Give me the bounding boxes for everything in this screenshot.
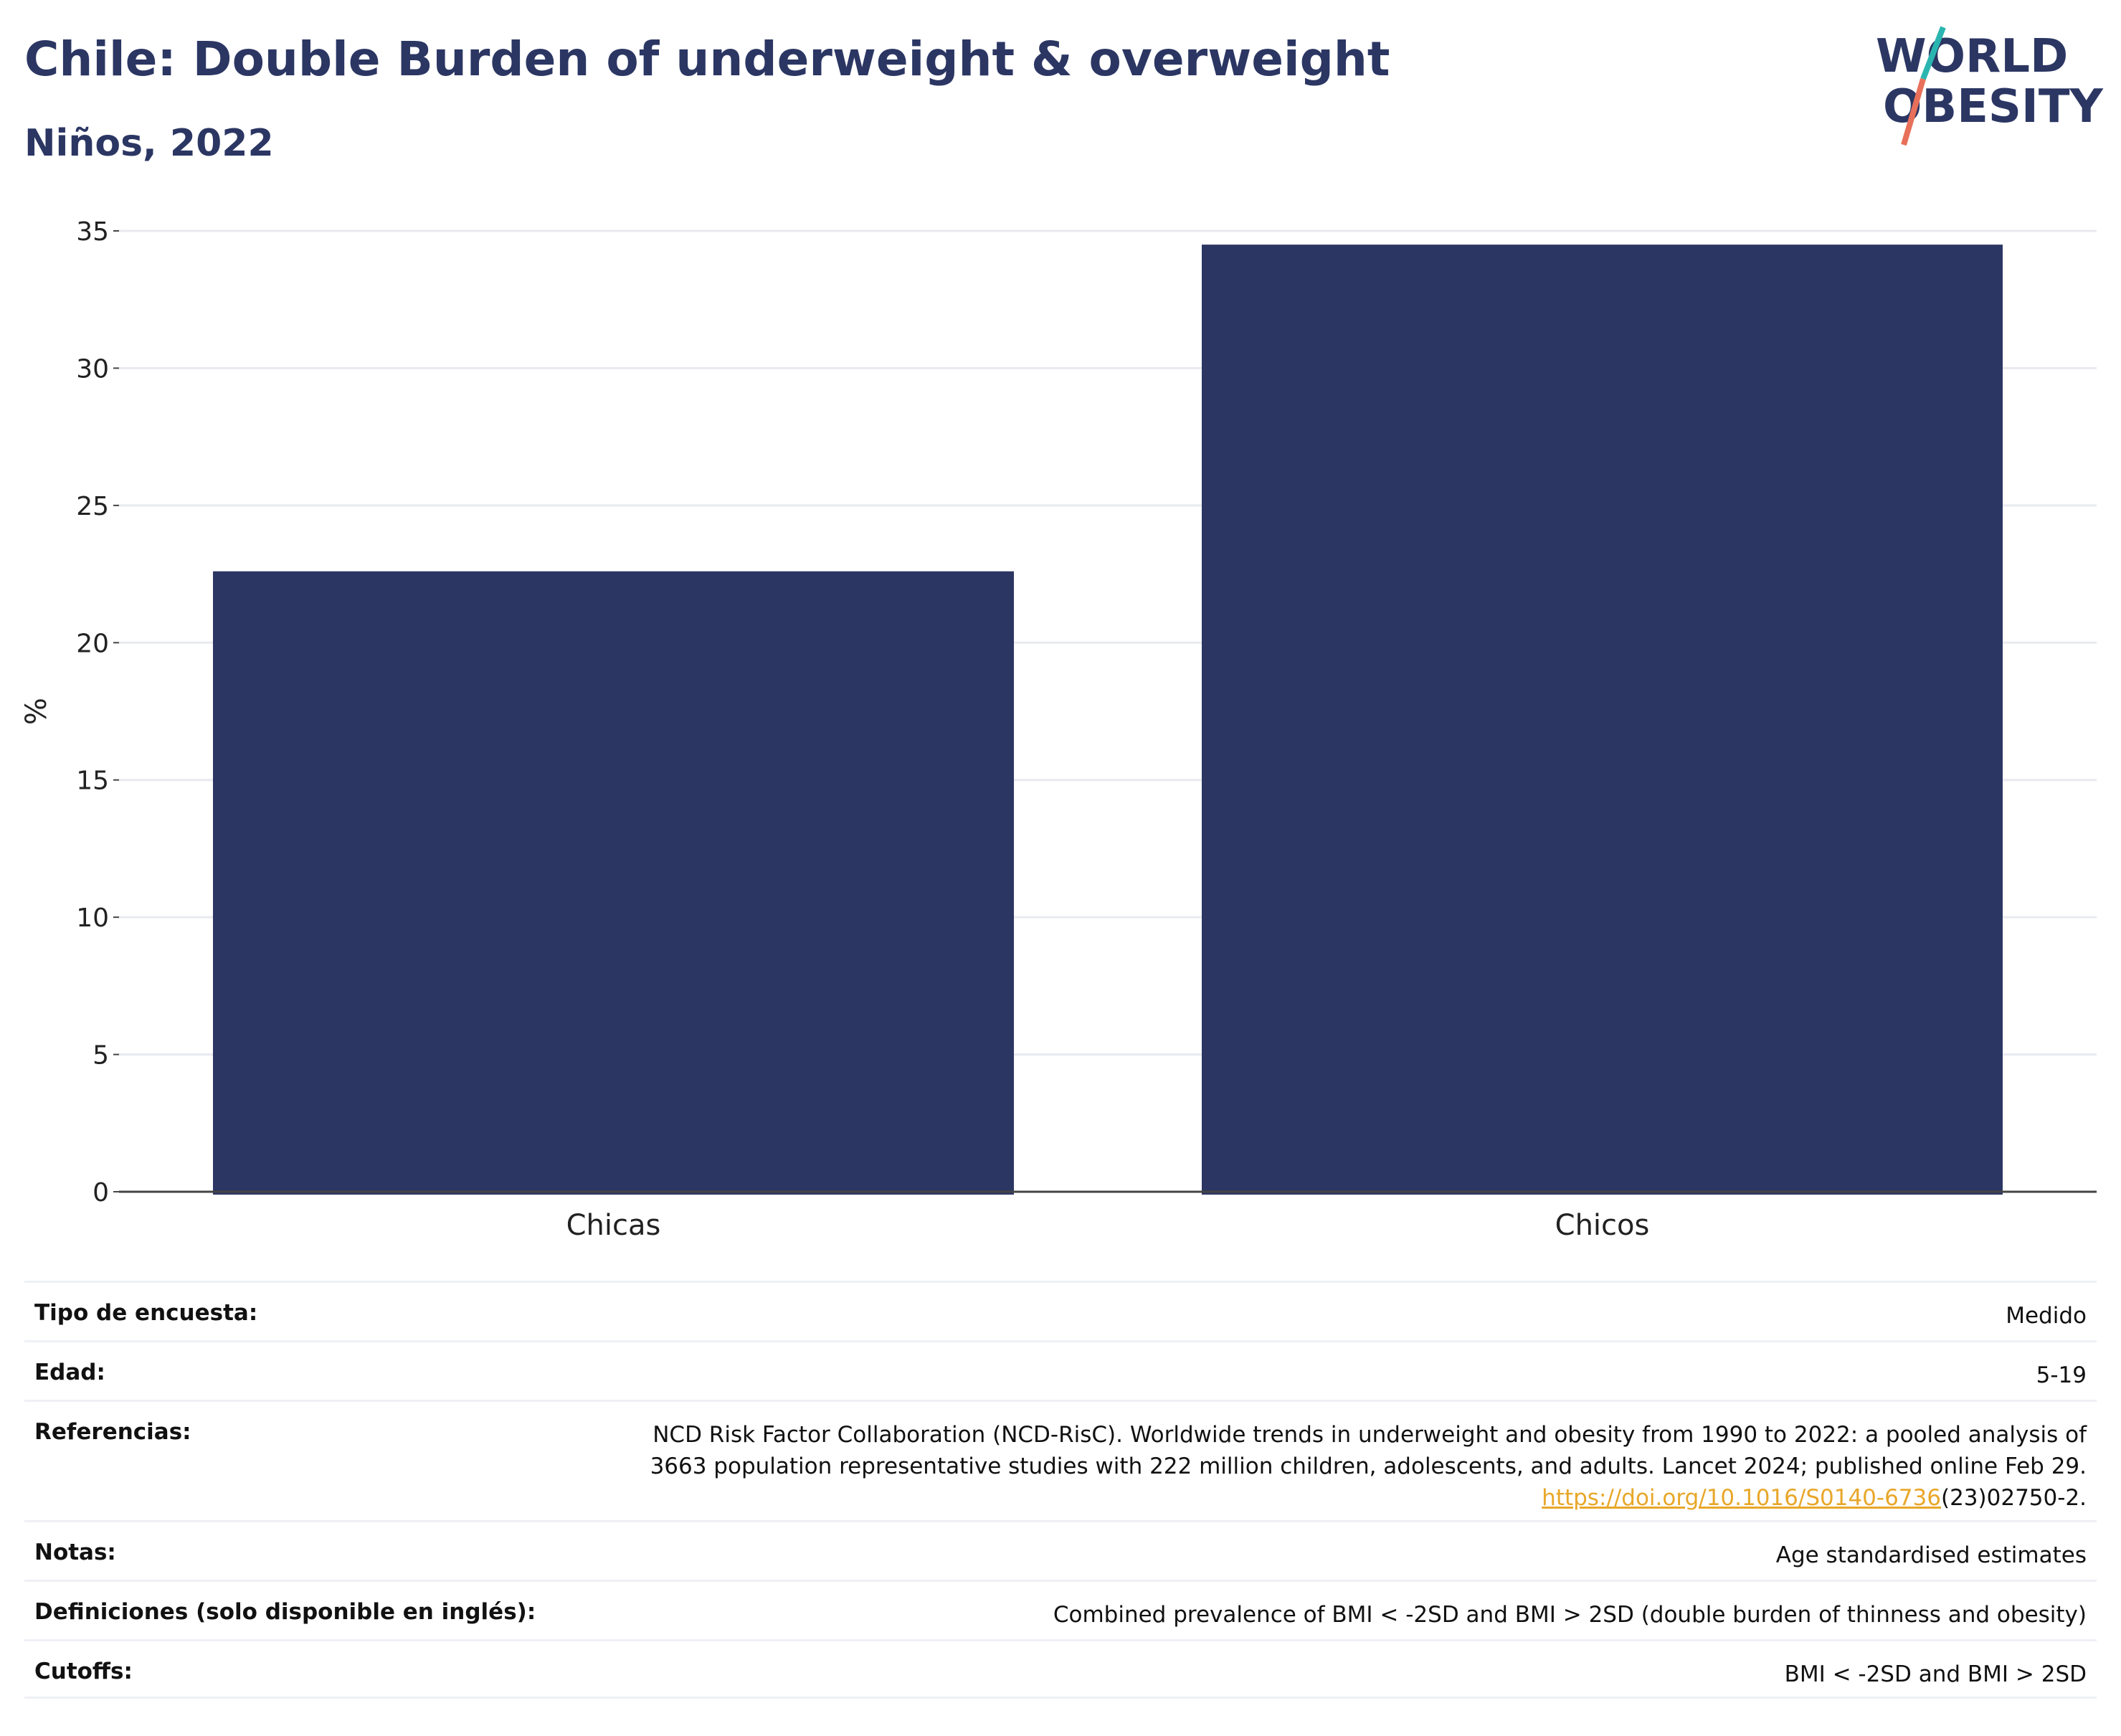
chart-title: Chile: Double Burden of underweight & ov… bbox=[24, 32, 1390, 87]
bar-chicas bbox=[213, 571, 1014, 1195]
meta-key: Edad: bbox=[34, 1360, 105, 1385]
y-tick-label: 5 bbox=[92, 1041, 109, 1071]
x-tick-label: Chicas bbox=[566, 1209, 661, 1242]
chart-subtitle: Niños, 2022 bbox=[24, 122, 274, 165]
reference-line: 3663 population representative studies w… bbox=[650, 1453, 2087, 1479]
y-tick-label: 20 bbox=[76, 629, 109, 658]
y-tick-label: 15 bbox=[76, 767, 109, 796]
x-tick-labels: Chicas Chicos bbox=[566, 1209, 1650, 1242]
meta-value: Combined prevalence of BMI < -2SD and BM… bbox=[1053, 1602, 2087, 1628]
bar-chicos bbox=[1202, 245, 2003, 1195]
y-tick-label: 25 bbox=[76, 492, 109, 521]
logo-line1: WORLD bbox=[1876, 30, 2068, 83]
meta-key: Referencias: bbox=[34, 1419, 191, 1445]
metadata-table: Tipo de encuesta: Medido Edad: 5-19 Refe… bbox=[24, 1281, 2097, 1699]
meta-row-age: Edad: 5-19 bbox=[24, 1340, 2097, 1400]
meta-value: Age standardised estimates bbox=[1775, 1542, 2087, 1568]
meta-row-definitions: Definiciones (solo disponible en inglés)… bbox=[24, 1580, 2097, 1639]
meta-key: Notas: bbox=[34, 1540, 116, 1565]
meta-value: NCD Risk Factor Collaboration (NCD-RisC)… bbox=[650, 1419, 2087, 1514]
y-tick-label: 35 bbox=[76, 217, 109, 247]
meta-row-cutoffs: Cutoffs: BMI < -2SD and BMI > 2SD bbox=[24, 1639, 2097, 1699]
y-axis-label: % bbox=[20, 698, 53, 725]
bar-chart: 0 5 10 15 20 25 30 35 Chicas Chicos % bbox=[20, 217, 2097, 1242]
doi-link[interactable]: https://doi.org/10.1016/S0140-6736 bbox=[1542, 1485, 1941, 1511]
world-obesity-logo: WORLD OBESITY bbox=[1876, 26, 2103, 146]
meta-row-survey: Tipo de encuesta: Medido bbox=[24, 1281, 2097, 1340]
meta-key: Cutoffs: bbox=[34, 1659, 133, 1684]
meta-key: Definiciones (solo disponible en inglés)… bbox=[34, 1599, 536, 1625]
meta-value: BMI < -2SD and BMI > 2SD bbox=[1784, 1661, 2087, 1687]
meta-value: 5-19 bbox=[2036, 1362, 2087, 1388]
bars bbox=[213, 245, 2003, 1195]
reference-line: NCD Risk Factor Collaboration (NCD-RisC)… bbox=[653, 1422, 2087, 1448]
logo-teal-slash bbox=[1920, 26, 1946, 80]
y-tick-label: 30 bbox=[76, 354, 109, 384]
logo-coral-slash bbox=[1901, 77, 1926, 146]
meta-row-notes: Notas: Age standardised estimates bbox=[24, 1520, 2097, 1580]
meta-row-references: Referencias: NCD Risk Factor Collaborati… bbox=[24, 1400, 2097, 1520]
y-tick-labels: 0 5 10 15 20 25 30 35 bbox=[76, 217, 119, 1208]
x-tick-label: Chicos bbox=[1555, 1209, 1650, 1242]
meta-key: Tipo de encuesta: bbox=[34, 1300, 258, 1326]
y-tick-label: 10 bbox=[76, 903, 109, 933]
reference-tail: (23)02750-2. bbox=[1940, 1485, 2087, 1511]
y-tick-label: 0 bbox=[92, 1178, 109, 1208]
meta-value: Medido bbox=[2006, 1303, 2087, 1329]
